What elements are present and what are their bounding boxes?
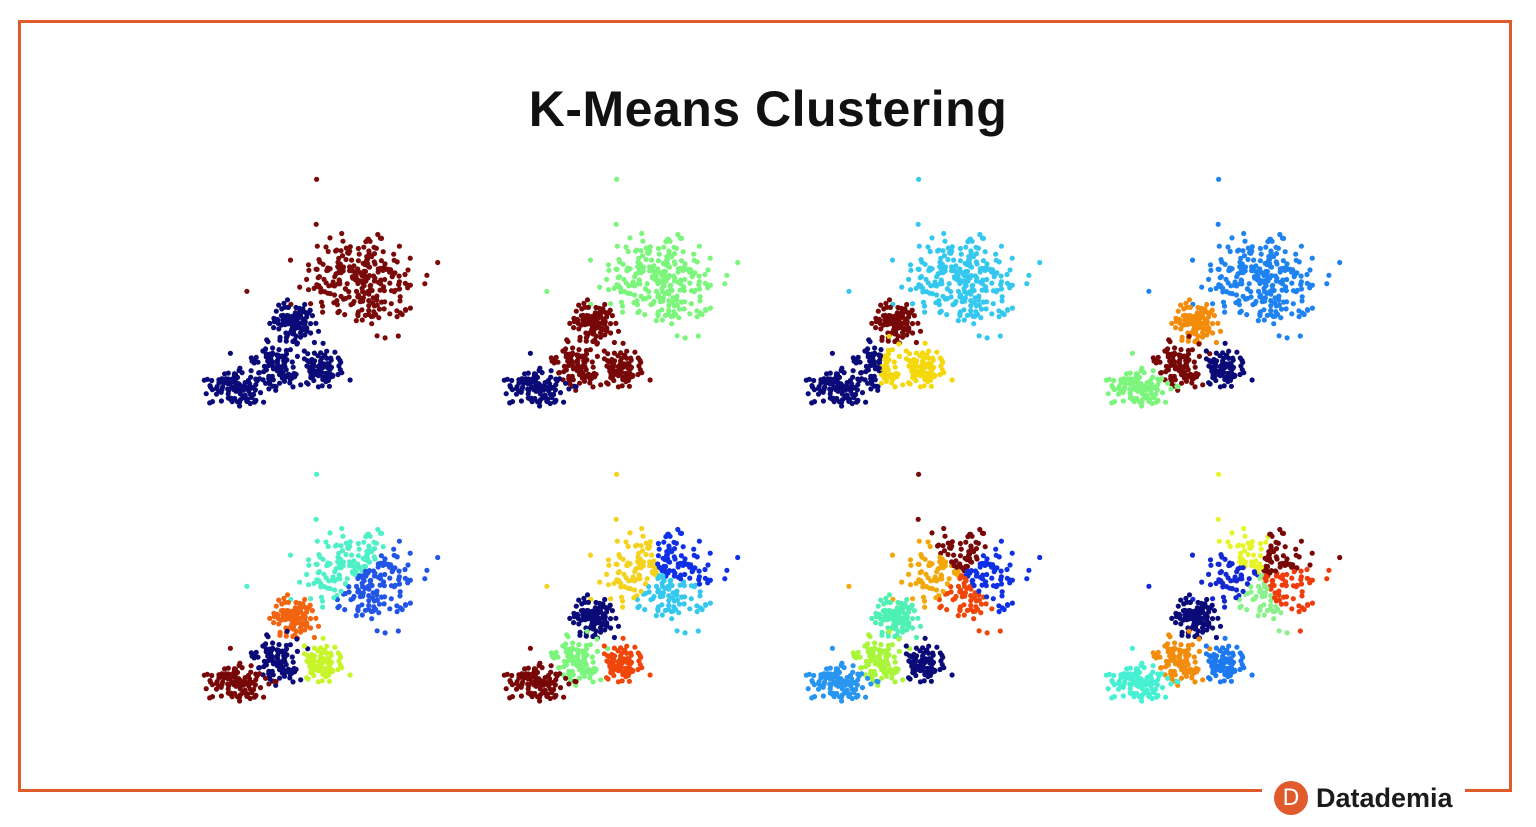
scatter-panel-k2 [201,176,441,409]
page-title: K-Means Clustering [528,81,1008,137]
scatter-panel-k9 [1103,471,1343,704]
datademia-logo-icon: D [1274,781,1308,815]
scatter-panel-k6 [201,471,441,704]
brand-name: Datademia [1316,782,1453,813]
scatter-panel-k4 [803,176,1043,409]
scatter-panel-k5 [1103,176,1343,409]
scatter-panel-k7 [501,471,741,704]
scatter-panel-k8 [803,471,1043,704]
brand-badge: D Datademia [1262,778,1465,818]
scatter-panel-k3 [501,176,741,409]
slide-frame [18,20,1512,792]
